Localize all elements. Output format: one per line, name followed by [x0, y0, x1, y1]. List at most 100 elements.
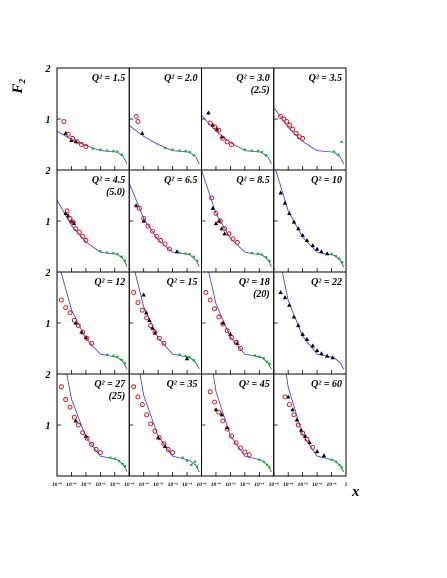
panel-label: Q² = 15 — [167, 277, 198, 288]
y-axis-label: F₂ — [10, 78, 26, 94]
data-point — [334, 460, 337, 463]
data-point — [190, 463, 193, 466]
panel — [278, 272, 345, 370]
data-point — [154, 233, 160, 239]
x-tick-label: 10⁻² — [240, 482, 250, 488]
data-point — [310, 343, 315, 348]
data-point — [314, 246, 320, 251]
data-point — [228, 331, 233, 336]
data-point — [131, 384, 137, 390]
data-point — [302, 433, 308, 438]
data-point — [268, 259, 271, 262]
data-point — [291, 219, 297, 224]
data-point — [216, 218, 222, 223]
data-point — [185, 459, 189, 462]
y-tick-label: 2 — [45, 268, 51, 279]
data-point — [300, 135, 306, 141]
data-point — [212, 399, 217, 405]
x-tick-label: 10⁻⁴ — [66, 482, 76, 488]
data-point — [135, 300, 141, 306]
panel-sublabel: (2.5) — [251, 85, 270, 96]
data-point — [260, 151, 263, 154]
data-point — [123, 362, 127, 365]
data-point — [63, 210, 68, 215]
data-point — [314, 449, 320, 454]
data-point — [224, 139, 230, 145]
data-point — [162, 241, 168, 247]
data-point — [184, 356, 190, 361]
data-point — [238, 346, 243, 351]
data-point — [341, 261, 344, 264]
data-point — [80, 430, 86, 436]
data-point — [307, 439, 312, 444]
data-point — [212, 124, 217, 130]
fit-curve — [208, 272, 272, 370]
data-point — [330, 253, 333, 256]
data-point — [325, 251, 330, 256]
x-tick-label: 10⁻⁵ — [196, 482, 206, 488]
panel — [203, 272, 272, 370]
data-point — [213, 221, 219, 226]
data-point — [89, 340, 95, 346]
panel — [201, 170, 272, 267]
data-point — [291, 314, 297, 319]
data-point — [83, 433, 89, 438]
y-tick-label: 1 — [46, 217, 51, 228]
data-point — [178, 353, 181, 356]
data-point — [287, 210, 292, 215]
data-point — [99, 148, 102, 151]
data-point — [120, 255, 123, 258]
data-point — [290, 407, 295, 412]
data-point — [193, 460, 197, 463]
data-point — [282, 394, 288, 400]
fit-curve — [201, 115, 272, 165]
data-point — [120, 153, 123, 156]
data-point — [91, 147, 94, 150]
data-point — [260, 253, 263, 256]
panel-label: Q² = 45 — [239, 379, 270, 390]
data-point — [188, 253, 191, 256]
x-tick-label: 10⁻¹ — [254, 482, 264, 488]
data-point — [234, 239, 240, 245]
data-point — [203, 289, 209, 295]
panel — [282, 374, 345, 473]
x-tick-label: 10⁻⁴ — [283, 482, 293, 488]
data-point — [229, 334, 234, 340]
data-point — [139, 402, 145, 408]
data-point — [113, 457, 116, 460]
data-point — [116, 355, 119, 358]
data-point — [286, 402, 292, 408]
data-point — [75, 323, 81, 328]
data-point — [80, 233, 86, 239]
data-point — [224, 328, 230, 334]
data-point — [212, 306, 217, 312]
data-point — [184, 150, 187, 153]
data-point — [258, 355, 261, 358]
data-point — [148, 421, 154, 427]
x-tick-label: 10⁻¹ — [327, 482, 337, 488]
data-point — [121, 462, 124, 465]
x-tick-label: 10⁻³ — [225, 482, 235, 488]
data-point — [116, 253, 119, 256]
data-point — [156, 435, 162, 441]
data-point — [181, 456, 184, 459]
data-point — [217, 218, 223, 224]
data-point — [304, 336, 310, 341]
data-point — [140, 130, 145, 135]
x-tick-label: 10⁻¹ — [182, 482, 192, 488]
data-point — [284, 119, 290, 125]
data-point — [152, 329, 158, 335]
data-point — [58, 297, 64, 303]
data-point — [207, 389, 213, 395]
x-tick-label: 10⁻² — [312, 482, 322, 488]
data-point — [314, 348, 320, 353]
data-point — [156, 335, 162, 341]
data-point — [282, 295, 288, 300]
x-tick-label: 10⁻⁵ — [124, 482, 134, 488]
data-point — [71, 318, 77, 323]
data-point — [246, 452, 252, 458]
data-point — [70, 135, 76, 141]
data-point — [166, 246, 172, 252]
data-point — [287, 302, 292, 307]
